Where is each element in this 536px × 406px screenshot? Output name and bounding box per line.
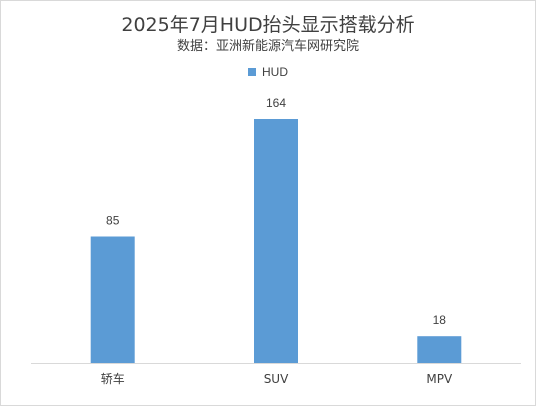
legend: HUD <box>1 65 535 79</box>
x-tick-label-2: MPV <box>426 372 453 386</box>
chart-subtitle: 数据：亚洲新能源汽车网研究院 <box>176 39 359 54</box>
chart-title: 2025年7月HUD抬头显示搭载分析 <box>121 14 415 36</box>
legend-label-hud: HUD <box>262 65 288 79</box>
x-tick-label-0: 轿车 <box>101 371 125 386</box>
x-tick-label-1: SUV <box>264 372 289 386</box>
bar-1 <box>254 119 298 363</box>
legend-swatch-hud <box>248 67 256 76</box>
data-label-0: 85 <box>106 214 120 228</box>
data-label-2: 18 <box>433 313 447 327</box>
bar-2 <box>417 336 462 363</box>
bar-0 <box>90 236 135 363</box>
data-label-1: 164 <box>266 96 286 110</box>
